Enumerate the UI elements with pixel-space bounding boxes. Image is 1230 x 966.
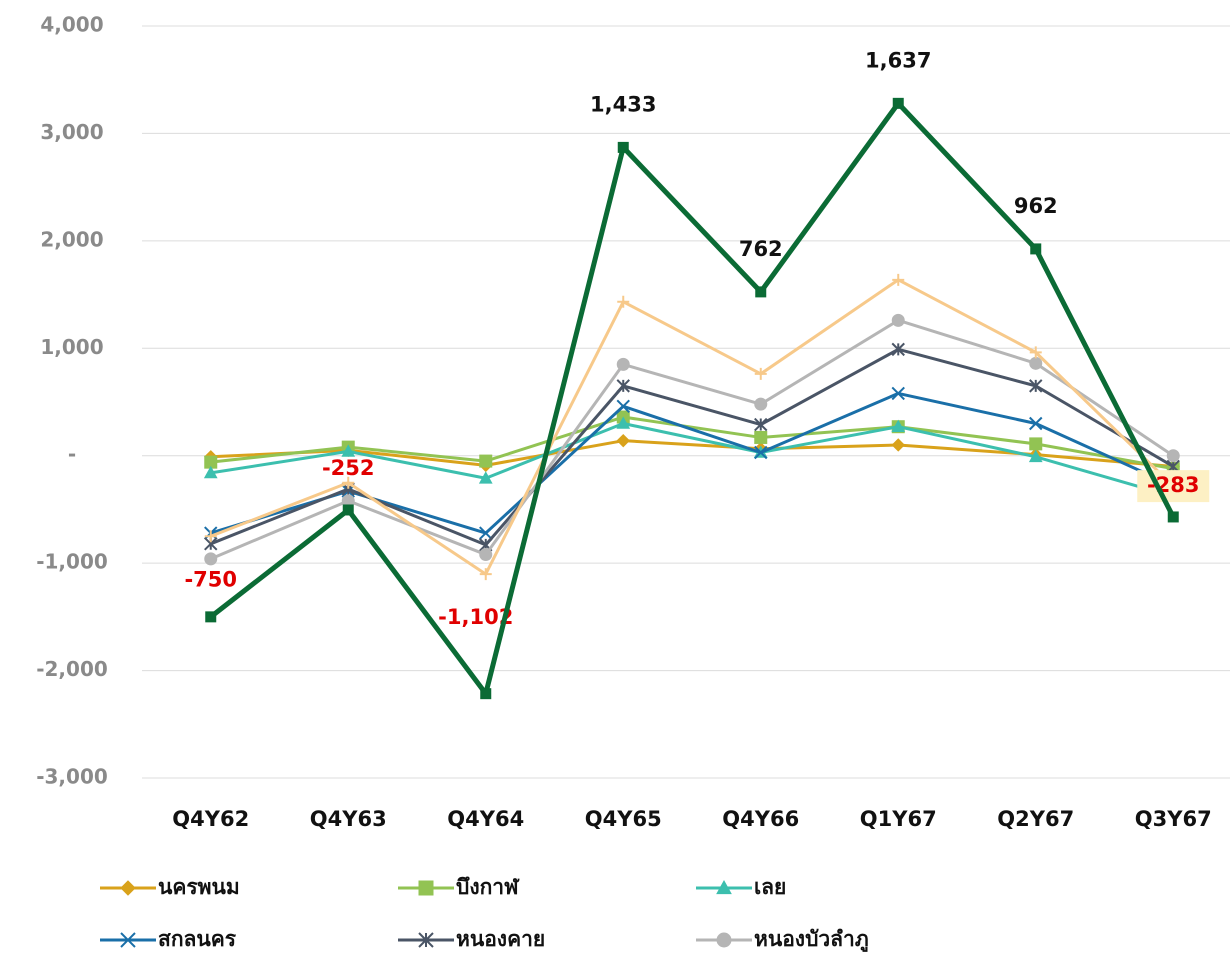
marker bbox=[479, 526, 493, 540]
marker bbox=[754, 417, 768, 432]
marker bbox=[716, 879, 732, 895]
y-tick-label: -2,000 bbox=[36, 657, 108, 681]
line bbox=[210, 415, 1174, 471]
marker bbox=[205, 611, 217, 623]
marker bbox=[1167, 511, 1179, 523]
x-tick-label: Q4Y62 bbox=[172, 807, 249, 831]
marker bbox=[716, 932, 732, 948]
marker bbox=[754, 445, 768, 460]
marker bbox=[418, 932, 434, 948]
marker bbox=[891, 438, 905, 452]
y-tick-label: - bbox=[68, 442, 76, 466]
marker bbox=[755, 286, 767, 298]
x-tick-label: Q4Y64 bbox=[447, 807, 524, 831]
marker bbox=[204, 552, 218, 566]
marker bbox=[120, 932, 136, 948]
legend-label: หนองคาย bbox=[456, 927, 545, 951]
marker bbox=[1030, 243, 1042, 255]
marker bbox=[341, 444, 356, 457]
marker bbox=[616, 433, 630, 448]
marker bbox=[342, 504, 354, 516]
x-tick-label: Q4Y63 bbox=[310, 807, 387, 831]
marker bbox=[892, 97, 904, 109]
data-label: -252 bbox=[322, 456, 375, 480]
x-tick-label: Q2Y67 bbox=[997, 807, 1074, 831]
y-tick-label: 3,000 bbox=[40, 120, 103, 144]
data-label: -750 bbox=[184, 567, 237, 591]
y-tick-label: -1,000 bbox=[36, 550, 108, 574]
marker bbox=[479, 568, 492, 581]
marker bbox=[617, 295, 630, 308]
data-label: 762 bbox=[739, 237, 783, 261]
marker bbox=[1029, 437, 1043, 451]
marker bbox=[892, 273, 905, 286]
legend-label: นครพนม bbox=[158, 875, 240, 899]
legend-label: เลย bbox=[754, 875, 786, 899]
marker bbox=[891, 419, 906, 433]
marker bbox=[754, 397, 768, 411]
marker bbox=[480, 688, 492, 700]
marker bbox=[1029, 356, 1043, 370]
y-tick-label: 1,000 bbox=[40, 335, 103, 359]
y-tick-label: 2,000 bbox=[40, 227, 103, 251]
marker bbox=[754, 430, 768, 444]
marker bbox=[1029, 416, 1043, 431]
marker bbox=[754, 367, 767, 380]
x-tick-label: Q4Y66 bbox=[722, 807, 799, 831]
marker bbox=[120, 880, 136, 896]
marker bbox=[616, 416, 631, 429]
legend-label: บึงกาฬ bbox=[456, 875, 520, 899]
marker bbox=[891, 313, 905, 327]
line bbox=[210, 318, 1175, 561]
x-tick-label: Q3Y67 bbox=[1135, 807, 1212, 831]
marker bbox=[891, 342, 905, 357]
line bbox=[210, 421, 1174, 498]
line bbox=[209, 100, 1176, 697]
marker bbox=[478, 471, 493, 484]
marker bbox=[203, 465, 218, 479]
legend-label: หนองบัวลำภู bbox=[754, 927, 869, 953]
marker bbox=[1029, 379, 1043, 393]
marker bbox=[342, 476, 355, 489]
marker bbox=[1028, 449, 1043, 463]
marker bbox=[418, 880, 434, 896]
y-tick-label: -3,000 bbox=[36, 765, 108, 789]
marker bbox=[1029, 346, 1042, 359]
x-tick-label: Q1Y67 bbox=[860, 807, 937, 831]
legend-label: สกลนคร bbox=[158, 927, 237, 951]
marker bbox=[204, 530, 217, 543]
marker bbox=[616, 399, 630, 414]
marker bbox=[479, 548, 493, 562]
data-label: 1,637 bbox=[865, 48, 931, 72]
line bbox=[210, 278, 1175, 576]
x-tick-label: Q4Y65 bbox=[585, 807, 662, 831]
marker bbox=[891, 386, 905, 401]
data-label: 962 bbox=[1014, 194, 1058, 218]
y-tick-label: 4,000 bbox=[40, 13, 103, 37]
data-label: 1,433 bbox=[590, 92, 656, 116]
marker bbox=[616, 379, 630, 393]
marker bbox=[479, 454, 493, 468]
marker bbox=[617, 141, 629, 153]
marker bbox=[616, 357, 630, 371]
marker bbox=[1166, 449, 1180, 463]
